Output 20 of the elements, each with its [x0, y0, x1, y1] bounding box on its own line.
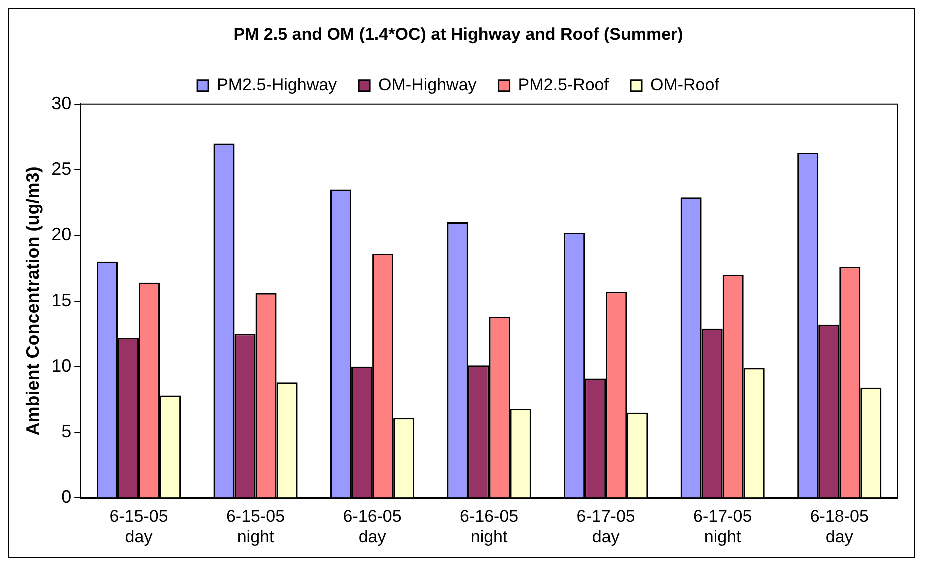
y-tick-label: 25 — [52, 159, 72, 179]
chart-title: PM 2.5 and OM (1.4*OC) at Highway and Roof (Summer) — [234, 24, 684, 44]
y-tick-label: 10 — [52, 356, 72, 376]
x-tick-label: 6-15-05 night — [226, 507, 286, 546]
x-tick-label: 6-17-05 day — [576, 507, 636, 546]
legend-label: OM-Roof — [650, 76, 720, 95]
x-tick-label: 6-17-05 night — [694, 507, 752, 546]
legend-label: PM2.5-Roof — [518, 76, 610, 95]
legend-label: PM2.5-Highway — [217, 76, 338, 95]
y-tick-label: 5 — [62, 422, 72, 442]
x-tick-label: 6-18-05 day — [810, 507, 869, 546]
y-axis-title: Ambient Concentration (ug/m3) — [22, 166, 43, 436]
y-tick-label: 0 — [62, 487, 72, 508]
y-tick-label: 30 — [52, 93, 72, 114]
y-tick-label: 15 — [52, 290, 72, 310]
legend-label: OM-Highway — [378, 76, 478, 95]
x-tick-label: 6-16-05 day — [343, 507, 402, 546]
x-tick-label: 6-15-05 day — [110, 507, 168, 546]
y-tick-label: 20 — [52, 224, 72, 245]
x-tick-label: 6-16-05 night — [460, 507, 519, 546]
